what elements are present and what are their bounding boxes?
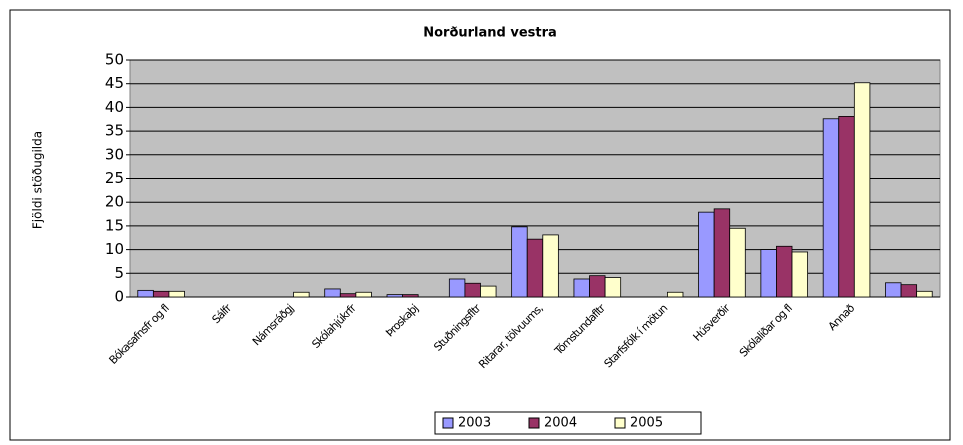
- bar: [604, 277, 622, 298]
- bar: [542, 234, 559, 298]
- bar: [853, 82, 871, 298]
- y-tick-label: 30: [105, 145, 124, 163]
- y-tick-label: 15: [105, 216, 124, 234]
- bar: [168, 290, 185, 298]
- bar: [293, 291, 310, 298]
- bar: [339, 293, 357, 298]
- legend-swatch: [614, 417, 626, 429]
- legend-label: 2005: [630, 416, 663, 431]
- y-tick-label: 5: [114, 264, 124, 282]
- legend-label: 2004: [544, 416, 577, 431]
- bar: [573, 278, 590, 298]
- bar: [402, 294, 419, 298]
- bar: [729, 227, 746, 298]
- bar: [448, 278, 466, 298]
- legend-label: 2003: [458, 416, 491, 431]
- bar: [386, 294, 403, 298]
- bar: [667, 291, 684, 298]
- bar: [822, 118, 840, 298]
- y-tick-label: 45: [105, 74, 124, 92]
- bar: [713, 208, 731, 298]
- legend-swatch: [442, 417, 454, 429]
- bar: [511, 226, 528, 298]
- y-tick-label: 50: [105, 51, 124, 69]
- bar: [589, 275, 606, 298]
- bar: [885, 282, 902, 298]
- bar: [776, 245, 793, 298]
- bar: [324, 288, 341, 298]
- bar: [698, 211, 715, 298]
- chart-title: Norðurland vestra: [423, 26, 557, 41]
- bar: [137, 289, 154, 298]
- y-tick-label: 20: [105, 193, 124, 211]
- bar: [838, 116, 855, 298]
- bar: [152, 290, 170, 298]
- y-tick-label: 0: [114, 288, 124, 306]
- y-tick-label: 35: [105, 122, 124, 140]
- y-tick-label: 10: [105, 240, 124, 258]
- y-axis-label: Fjöldi stöðugilda: [31, 131, 45, 229]
- bar: [480, 285, 497, 298]
- legend-box: [434, 411, 702, 435]
- y-tick-label: 25: [105, 169, 124, 187]
- y-tick-label: 40: [105, 98, 124, 116]
- bar: [791, 251, 808, 298]
- bar: [760, 249, 777, 298]
- bar: [916, 290, 933, 298]
- bar: [526, 238, 544, 298]
- bar: [900, 284, 918, 298]
- bar: [355, 291, 372, 298]
- legend-swatch: [528, 417, 540, 429]
- bar: [464, 282, 481, 298]
